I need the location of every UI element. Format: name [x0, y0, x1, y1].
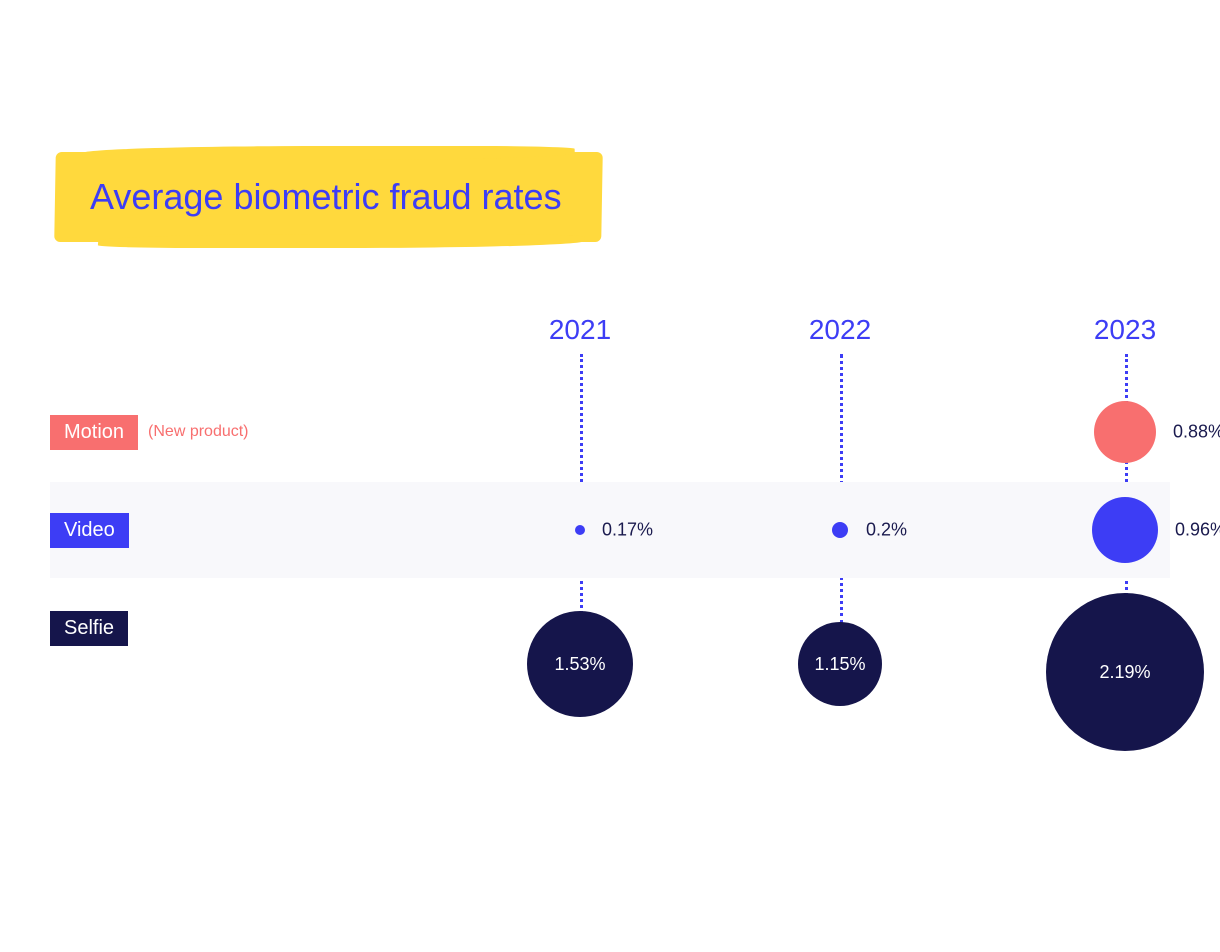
bubble-value-label: 0.88% [1173, 422, 1220, 443]
bubble-value-label: 0.96% [1175, 520, 1220, 541]
category-badge: Selfie [50, 611, 128, 646]
year-header: 2023 [1094, 314, 1156, 346]
chart-title: Average biometric fraud rates [90, 170, 562, 224]
category-sublabel: (New product) [148, 423, 248, 441]
data-bubble: 1.53% [527, 611, 633, 717]
bubble-value-label: 0.2% [866, 520, 907, 541]
title-wrap: Average biometric fraud rates [90, 170, 562, 224]
category-badge: Motion [50, 415, 138, 450]
data-bubble: 1.15% [798, 622, 882, 706]
bubble-value-label: 0.17% [602, 520, 653, 541]
data-bubble [1092, 497, 1158, 563]
category-badge: Video [50, 513, 129, 548]
data-bubble [1094, 401, 1156, 463]
data-bubble [575, 525, 585, 535]
year-header: 2022 [809, 314, 871, 346]
year-header: 2021 [549, 314, 611, 346]
category-row: Motion (New product) [50, 384, 1170, 480]
data-bubble [832, 522, 848, 538]
data-bubble: 2.19% [1046, 593, 1204, 751]
